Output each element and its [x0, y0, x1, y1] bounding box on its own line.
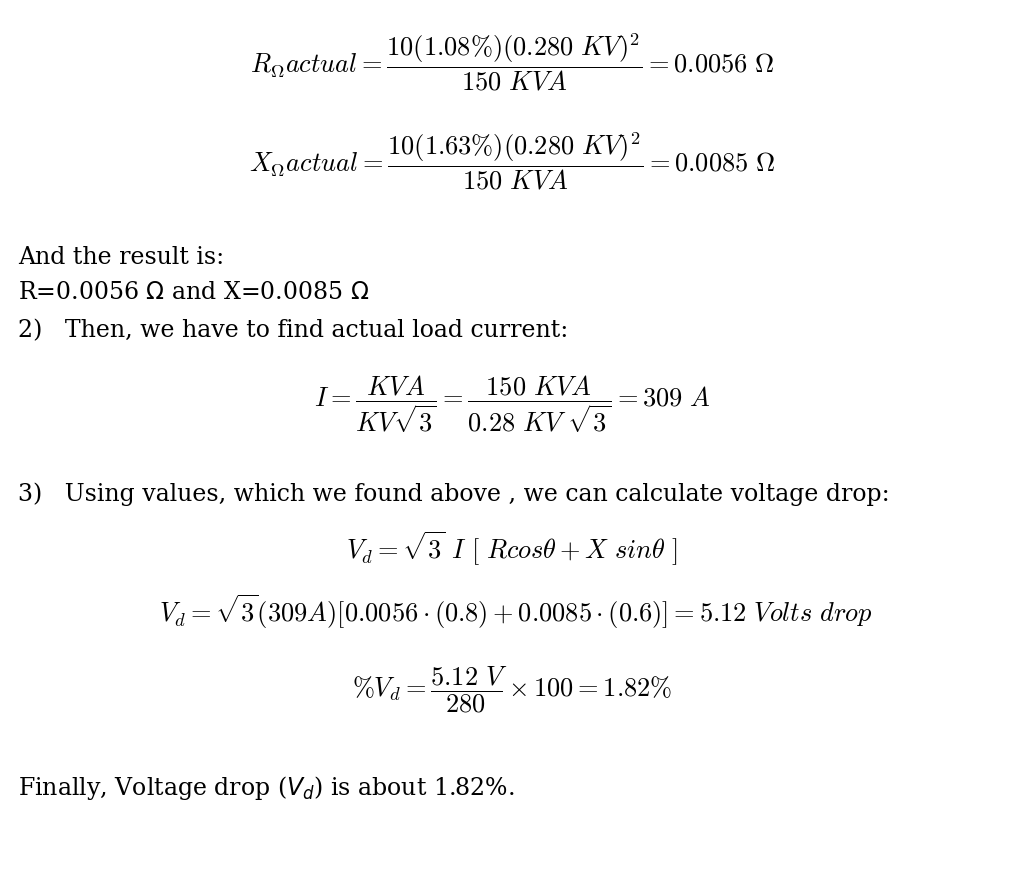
Text: $\%V_d = \dfrac{5.12\ V}{280} \times 100 = 1.82\%$: $\%V_d = \dfrac{5.12\ V}{280} \times 100… [352, 664, 672, 714]
Text: $R_{\Omega}actual = \dfrac{10(1.08\%)(0.280\ KV)^{2}}{150\ KVA} = 0.0056\ \Omega: $R_{\Omega}actual = \dfrac{10(1.08\%)(0.… [250, 31, 774, 94]
Text: 2)   Then, we have to find actual load current:: 2) Then, we have to find actual load cur… [18, 319, 568, 342]
Text: And the result is:: And the result is: [18, 246, 224, 269]
Text: $X_{\Omega}actual = \dfrac{10(1.63\%)(0.280\ KV)^{2}}{150\ KVA} = 0.0085\ \Omega: $X_{\Omega}actual = \dfrac{10(1.63\%)(0.… [249, 129, 775, 192]
Text: $I = \dfrac{KVA}{KV\sqrt{3}} = \dfrac{150\ KVA}{0.28\ KV\ \sqrt{3}} = 309\ A$: $I = \dfrac{KVA}{KV\sqrt{3}} = \dfrac{15… [313, 372, 711, 435]
Text: $V_d = \sqrt{3}\ I\ [\ Rcos\theta + X\ sin\theta\ ]$: $V_d = \sqrt{3}\ I\ [\ Rcos\theta + X\ s… [346, 530, 678, 568]
Text: R=0.0056 $\Omega$ and X=0.0085 $\Omega$: R=0.0056 $\Omega$ and X=0.0085 $\Omega$ [18, 281, 370, 305]
Text: 3)   Using values, which we found above , we can calculate voltage drop:: 3) Using values, which we found above , … [18, 482, 890, 505]
Text: Finally, Voltage drop ($V_d$) is about 1.82%.: Finally, Voltage drop ($V_d$) is about 1… [18, 773, 515, 802]
Text: $V_d = \sqrt{3}(309A)[0.0056 \cdot (0.8) + 0.0085 \cdot (0.6)] = 5.12\ Volts\ dr: $V_d = \sqrt{3}(309A)[0.0056 \cdot (0.8)… [159, 592, 872, 631]
